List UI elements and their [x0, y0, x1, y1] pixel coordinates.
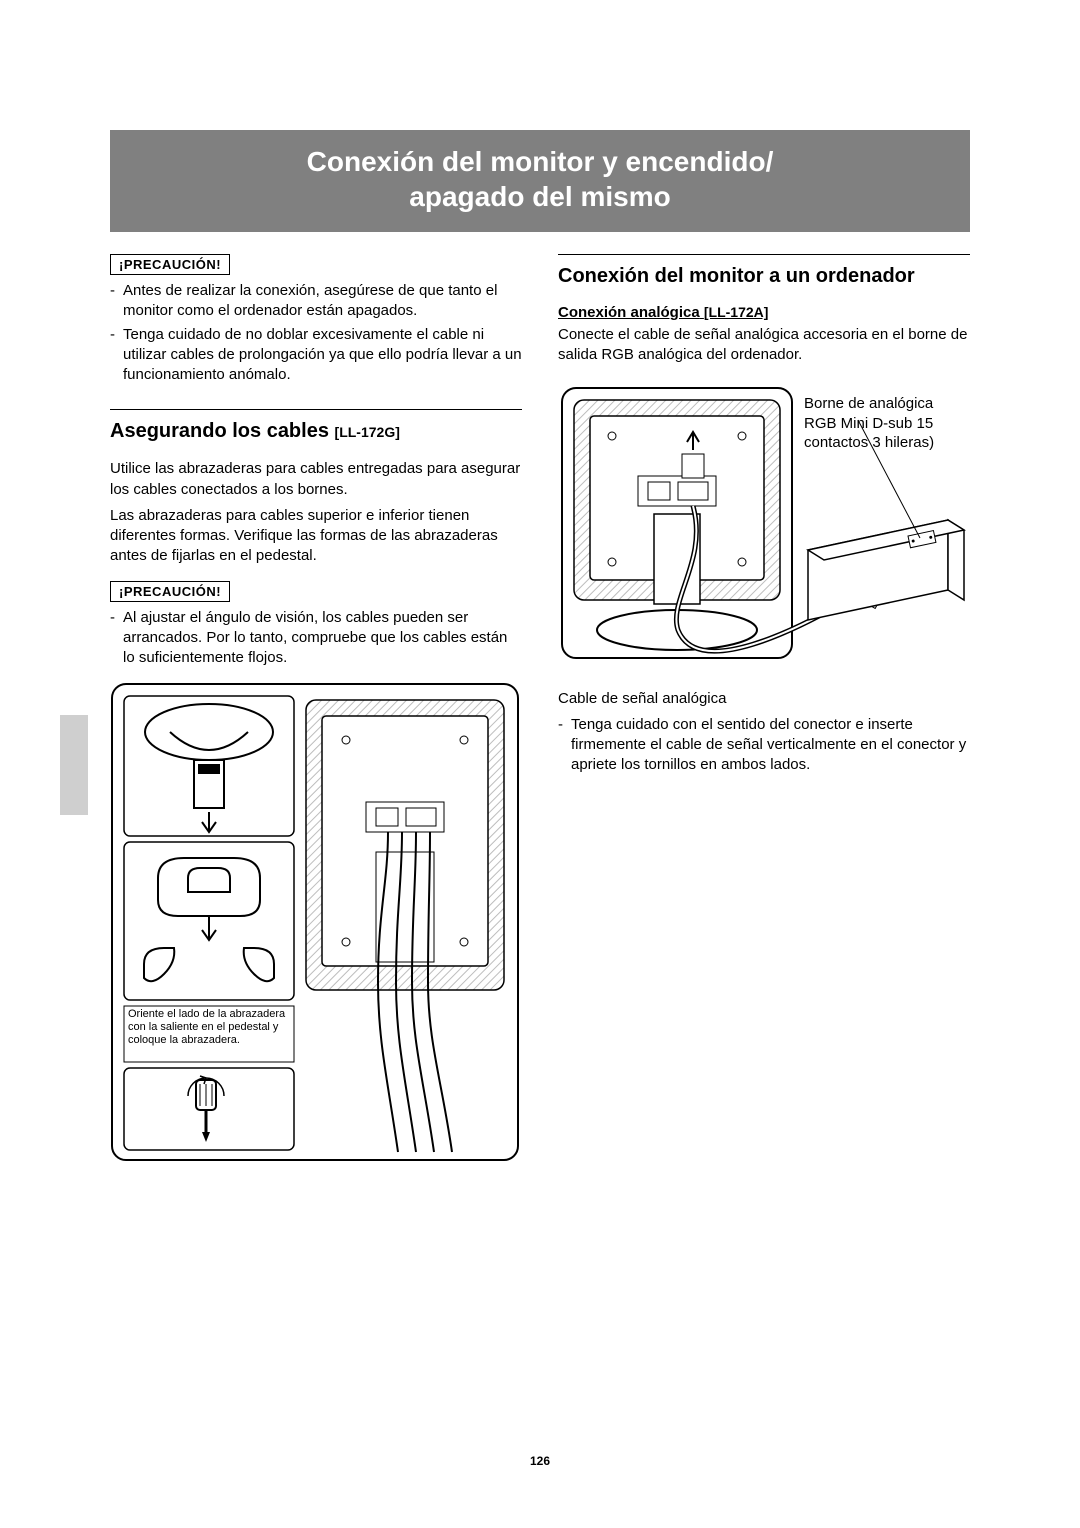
- h3-model: [LL-172A]: [704, 304, 769, 320]
- h2-text: Asegurando los cables: [110, 420, 329, 442]
- bullet-text: Tenga cuidado con el sentido del conecto…: [571, 715, 970, 776]
- caution2-list: -Al ajustar el ángulo de visión, los cab…: [110, 608, 522, 669]
- caution-box-1: ¡PRECAUCIÓN!: [110, 254, 230, 275]
- title-banner: Conexión del monitor y encendido/ apagad…: [110, 130, 970, 232]
- dash-icon: -: [110, 281, 115, 322]
- bullet-text: Al ajustar el ángulo de visión, los cabl…: [123, 608, 522, 669]
- caution1-list: -Antes de realizar la conexión, asegúres…: [110, 281, 522, 385]
- securing-cables-svg: Oriente el lado de la abrazadera con la …: [110, 682, 520, 1162]
- diagram-note: Oriente el lado de la abrazadera con la …: [128, 1008, 290, 1047]
- caution-box-2: ¡PRECAUCIÓN!: [110, 581, 230, 602]
- h3-text: Conexión analógica: [558, 304, 700, 321]
- bullet-text: Antes de realizar la conexión, asegúrese…: [123, 281, 522, 322]
- diagram-securing-cables: Oriente el lado de la abrazadera con la …: [110, 682, 522, 1167]
- diagram-port-label: Borne de analógica RGB Mini D-sub 15 con…: [804, 394, 964, 453]
- right-bullets: -Tenga cuidado con el sentido del conect…: [558, 715, 970, 776]
- section-rule: [558, 254, 970, 255]
- right-column: Conexión del monitor a un ordenador Cone…: [558, 254, 970, 1167]
- section-heading-connect: Conexión del monitor a un ordenador: [558, 265, 970, 288]
- para-clamps-2: Las abrazaderas para cables superior e i…: [110, 506, 522, 567]
- dash-icon: -: [558, 715, 563, 776]
- title-line-2: apagado del mismo: [120, 179, 960, 214]
- subheading-analog: Conexión analógica [LL-172A]: [558, 304, 970, 321]
- dash-icon: -: [110, 325, 115, 386]
- diagram-analog-connection: Borne de analógica RGB Mini D-sub 15 con…: [558, 380, 970, 685]
- bullet-text: Tenga cuidado de no doblar excesivamente…: [123, 325, 522, 386]
- diagram-caption: Cable de señal analógica: [558, 689, 970, 709]
- analog-connection-svg: Borne de analógica RGB Mini D-sub 15 con…: [558, 380, 968, 680]
- title-line-1: Conexión del monitor y encendido/: [120, 144, 960, 179]
- para-connect-cable: Conecte el cable de señal analógica acce…: [558, 325, 970, 366]
- left-column: ¡PRECAUCIÓN! -Antes de realizar la conex…: [110, 254, 522, 1167]
- section-heading-securing: Asegurando los cables [LL-172G]: [110, 420, 522, 443]
- dash-icon: -: [110, 608, 115, 669]
- para-clamps-1: Utilice las abrazaderas para cables entr…: [110, 459, 522, 500]
- h2-model: [LL-172G]: [335, 424, 400, 440]
- section-rule: [110, 409, 522, 410]
- page-number: 126: [0, 1454, 1080, 1468]
- side-tab: [60, 715, 88, 815]
